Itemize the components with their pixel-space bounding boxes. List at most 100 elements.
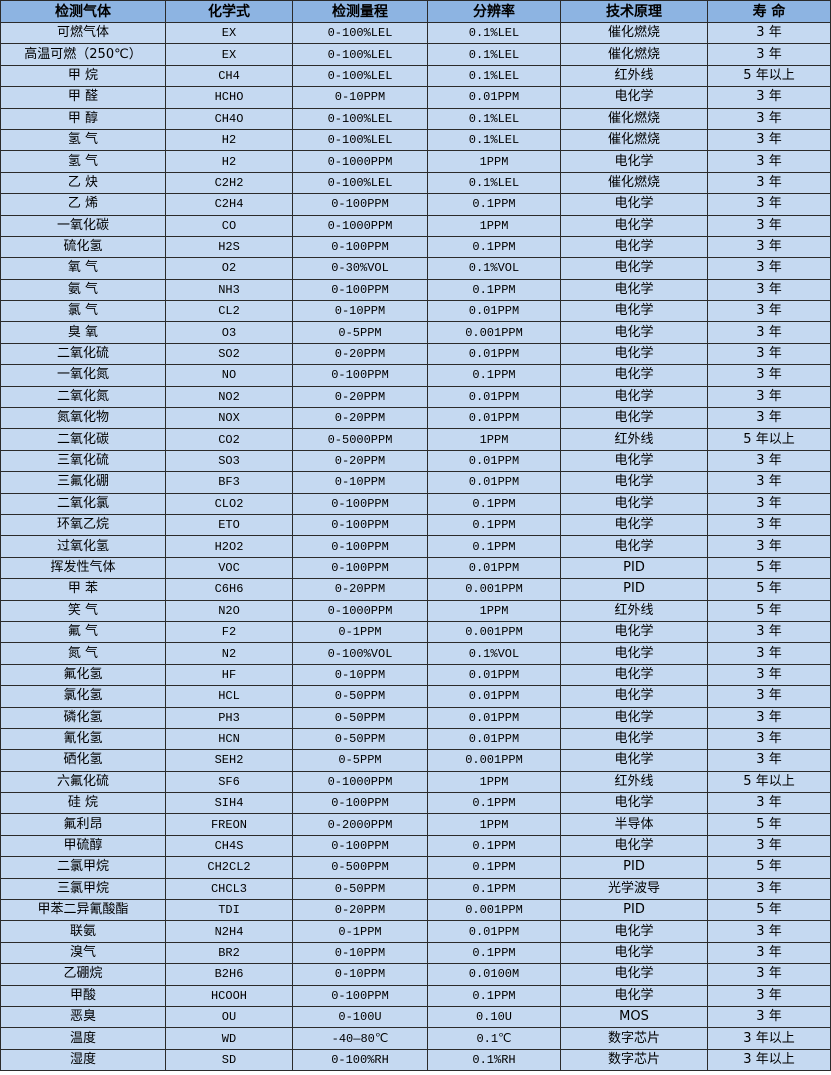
table-row: 硒化氢 SEH2 0-5PPM 0.001PPM 电化学 3 年 <box>0 749 831 772</box>
header-lifespan: 寿 命 <box>707 0 831 23</box>
cell-formula: CH4 <box>165 64 293 88</box>
cell-formula: NO2 <box>165 385 293 409</box>
cell-gas: 笑 气 <box>0 599 166 622</box>
cell-formula: FREON <box>165 813 293 836</box>
cell-resolution: 0.01PPM <box>427 449 561 473</box>
cell-lifespan: 3 年 <box>707 342 831 366</box>
cell-gas: 联氨 <box>0 920 166 943</box>
table-row: 甲 烷 CH4 0-100%LEL 0.1%LEL 红外线 5 年以上 <box>0 64 831 88</box>
cell-formula: O2 <box>165 257 293 280</box>
cell-range: 0-100PPM <box>292 834 428 858</box>
cell-lifespan: 3 年 <box>707 449 831 473</box>
table-row: 氮 气 N2 0-100%VOL 0.1%VOL 电化学 3 年 <box>0 642 831 665</box>
cell-resolution: 0.01PPM <box>427 471 561 494</box>
cell-lifespan: 3 年 <box>707 235 831 259</box>
cell-resolution: 0.01PPM <box>427 556 561 580</box>
cell-principle: 电化学 <box>560 663 708 687</box>
cell-resolution: 0.001PPM <box>427 749 561 772</box>
table-row: 二氧化碳 CO2 0-5000PPM 1PPM 红外线 5 年以上 <box>0 428 831 451</box>
cell-resolution: 0.01PPM <box>427 920 561 943</box>
cell-lifespan: 3 年 <box>707 492 831 515</box>
cell-lifespan: 5 年以上 <box>707 428 831 451</box>
table-row: 氰化氢 HCN 0-50PPM 0.01PPM 电化学 3 年 <box>0 727 831 751</box>
cell-gas: 挥发性气体 <box>0 556 166 580</box>
table-row: 氢 气 H2 0-100%LEL 0.1%LEL 催化燃烧 3 年 <box>0 128 831 152</box>
cell-resolution: 0.1PPM <box>427 513 561 537</box>
cell-range: 0-100PPM <box>292 193 428 216</box>
cell-formula: H2 <box>165 128 293 152</box>
cell-formula: CHCL3 <box>165 877 293 901</box>
table-row: 硅 烷 SIH4 0-100PPM 0.1PPM 电化学 3 年 <box>0 792 831 815</box>
cell-principle: PID <box>560 856 708 879</box>
cell-formula: OU <box>165 1005 293 1029</box>
cell-range: 0-10PPM <box>292 300 428 323</box>
cell-lifespan: 3 年 <box>707 107 831 130</box>
cell-formula: HF <box>165 663 293 687</box>
cell-resolution: 0.001PPM <box>427 321 561 344</box>
cell-gas: 硒化氢 <box>0 749 166 772</box>
cell-principle: 电化学 <box>560 471 708 494</box>
cell-resolution: 0.1%LEL <box>427 43 561 66</box>
table-row: 甲硫醇 CH4S 0-100PPM 0.1PPM 电化学 3 年 <box>0 834 831 858</box>
cell-principle: 电化学 <box>560 300 708 323</box>
table-row: 氯 气 CL2 0-10PPM 0.01PPM 电化学 3 年 <box>0 300 831 323</box>
cell-lifespan: 5 年以上 <box>707 64 831 88</box>
cell-gas: 甲 苯 <box>0 578 166 601</box>
cell-resolution: 0.1PPM <box>427 792 561 815</box>
cell-resolution: 0.01PPM <box>427 706 561 729</box>
cell-range: 0-100%LEL <box>292 171 428 195</box>
cell-formula: HCHO <box>165 86 293 109</box>
cell-principle: 电化学 <box>560 235 708 259</box>
cell-principle: 电化学 <box>560 706 708 729</box>
cell-formula: SEH2 <box>165 749 293 772</box>
cell-range: 0-5000PPM <box>292 428 428 451</box>
cell-gas: 恶臭 <box>0 1005 166 1029</box>
cell-principle: 电化学 <box>560 278 708 302</box>
cell-lifespan: 3 年 <box>707 749 831 772</box>
table-row: 氯化氢 HCL 0-50PPM 0.01PPM 电化学 3 年 <box>0 685 831 708</box>
table-row: 六氟化硫 SF6 0-1000PPM 1PPM 红外线 5 年以上 <box>0 770 831 794</box>
cell-lifespan: 3 年 <box>707 407 831 430</box>
cell-principle: 电化学 <box>560 642 708 665</box>
cell-resolution: 0.1PPM <box>427 535 561 558</box>
cell-principle: 电化学 <box>560 535 708 558</box>
cell-formula: N2 <box>165 642 293 665</box>
cell-lifespan: 3 年 <box>707 128 831 152</box>
cell-gas: 氟利昂 <box>0 813 166 836</box>
table-row: 二氧化硫 SO2 0-20PPM 0.01PPM 电化学 3 年 <box>0 342 831 366</box>
cell-lifespan: 3 年 <box>707 321 831 344</box>
cell-resolution: 0.1PPM <box>427 941 561 965</box>
cell-formula: N2H4 <box>165 920 293 943</box>
table-row: 一氧化碳 CO 0-1000PPM 1PPM 电化学 3 年 <box>0 214 831 237</box>
cell-gas: 氮 气 <box>0 642 166 665</box>
cell-resolution: 0.1%VOL <box>427 257 561 280</box>
cell-formula: H2S <box>165 235 293 259</box>
cell-range: 0-20PPM <box>292 407 428 430</box>
cell-gas: 甲 醇 <box>0 107 166 130</box>
cell-range: 0-100%LEL <box>292 128 428 152</box>
cell-range: 0-1PPM <box>292 920 428 943</box>
cell-resolution: 0.1PPM <box>427 856 561 879</box>
cell-resolution: 0.1%VOL <box>427 642 561 665</box>
cell-gas: 乙硼烷 <box>0 963 166 986</box>
cell-principle: 红外线 <box>560 428 708 451</box>
cell-range: 0-20PPM <box>292 449 428 473</box>
table-row: 一氧化氮 NO 0-100PPM 0.1PPM 电化学 3 年 <box>0 364 831 387</box>
cell-principle: 电化学 <box>560 749 708 772</box>
cell-gas: 可燃气体 <box>0 21 166 45</box>
cell-lifespan: 5 年 <box>707 599 831 622</box>
cell-principle: 电化学 <box>560 321 708 344</box>
cell-range: 0-100U <box>292 1005 428 1029</box>
cell-principle: 催化燃烧 <box>560 107 708 130</box>
cell-formula: ETO <box>165 513 293 537</box>
table-row: 恶臭 OU 0-100U 0.10U MOS 3 年 <box>0 1005 831 1029</box>
cell-resolution: 1PPM <box>427 770 561 794</box>
cell-gas: 一氧化氮 <box>0 364 166 387</box>
cell-gas: 臭 氧 <box>0 321 166 344</box>
cell-gas: 乙 烯 <box>0 193 166 216</box>
cell-range: 0-1000PPM <box>292 150 428 173</box>
cell-resolution: 0.01PPM <box>427 86 561 109</box>
cell-principle: MOS <box>560 1005 708 1029</box>
cell-range: 0-50PPM <box>292 727 428 751</box>
